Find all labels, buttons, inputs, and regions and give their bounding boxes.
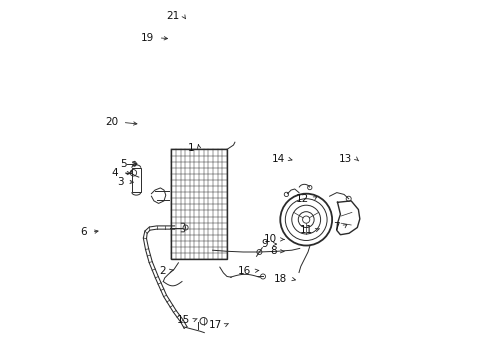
Text: 3: 3 [117, 177, 123, 187]
Text: 1: 1 [188, 143, 195, 153]
Text: 18: 18 [274, 274, 288, 284]
Bar [132, 168, 141, 192]
Text: 5: 5 [121, 159, 127, 169]
Text: 15: 15 [177, 315, 190, 325]
Text: 16: 16 [238, 266, 251, 276]
Text: 4: 4 [112, 168, 118, 178]
Text: 7: 7 [333, 222, 339, 232]
Text: 8: 8 [270, 246, 277, 256]
Text: 9: 9 [262, 239, 269, 249]
Text: 13: 13 [339, 154, 352, 164]
Text: 14: 14 [271, 154, 285, 164]
Text: 17: 17 [208, 320, 221, 330]
Text: 10: 10 [264, 234, 277, 244]
Text: 19: 19 [141, 33, 154, 43]
Text: 12: 12 [296, 194, 309, 204]
Bar [171, 149, 227, 259]
Text: 2: 2 [159, 266, 166, 276]
Text: 20: 20 [105, 117, 118, 127]
Text: 21: 21 [166, 11, 179, 21]
Text: 6: 6 [81, 227, 87, 237]
Text: 11: 11 [299, 225, 313, 235]
